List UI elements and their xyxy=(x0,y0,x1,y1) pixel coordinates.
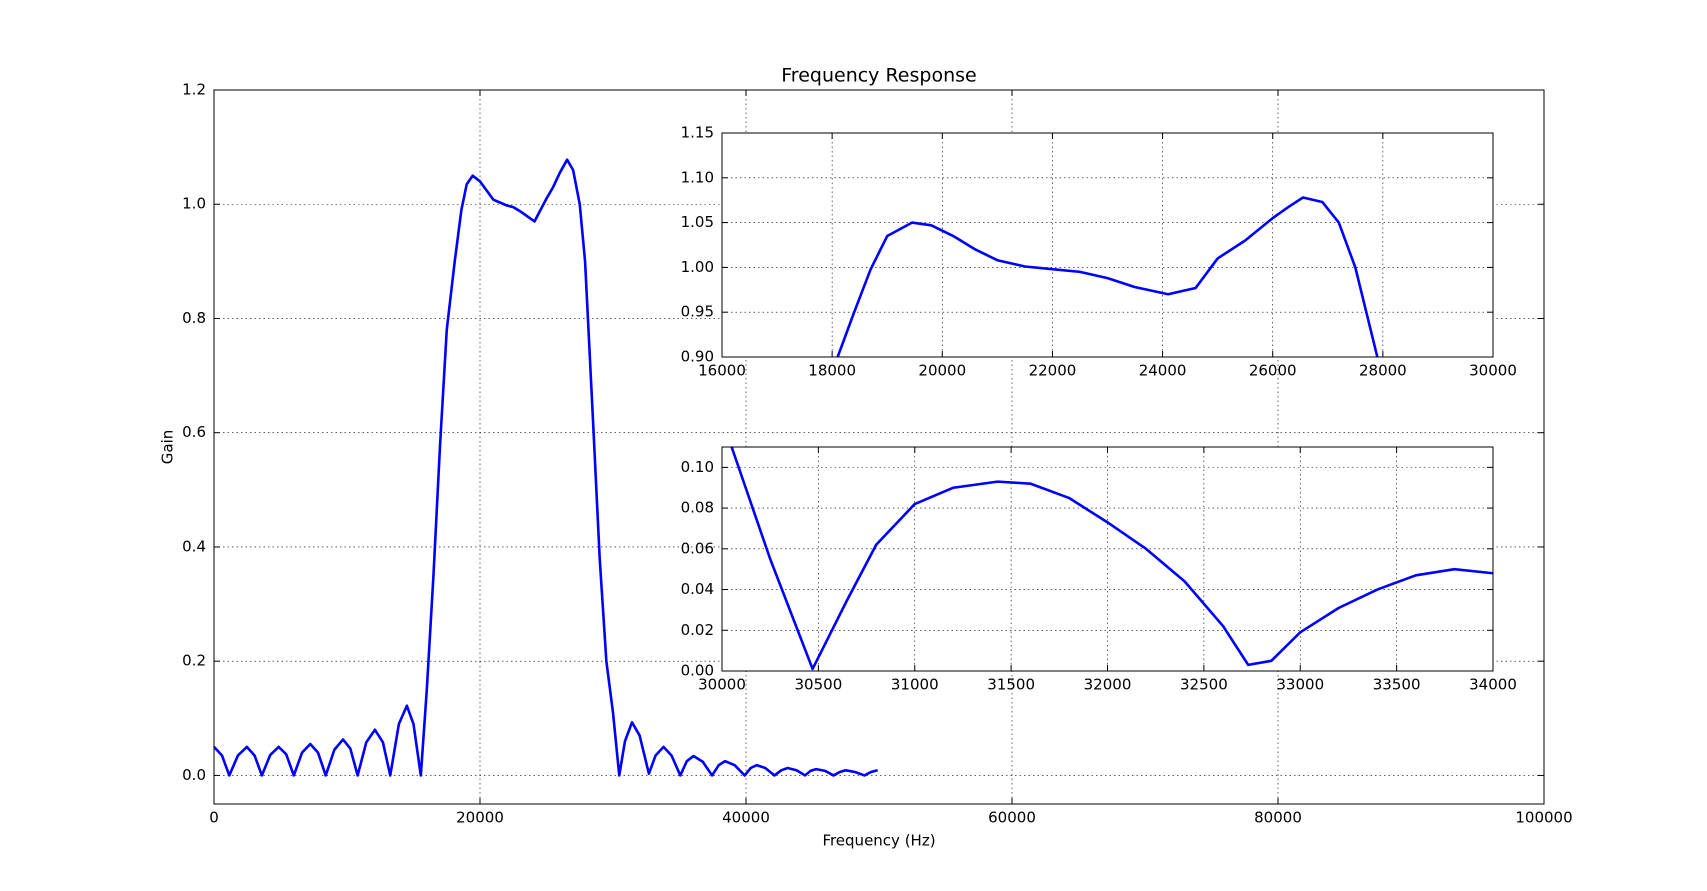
axes-frame xyxy=(721,132,1494,358)
x-tick-label: 40000 xyxy=(722,809,770,827)
y-tick-label: 1.0 xyxy=(182,195,206,213)
y-tick-label: 0.90 xyxy=(681,348,714,366)
x-tick-label: 30000 xyxy=(698,676,746,694)
chart-title: Frequency Response xyxy=(781,65,976,87)
y-tick-label: 1.15 xyxy=(681,124,714,142)
x-tick-label: 33000 xyxy=(1276,676,1324,694)
x-tick-label: 32500 xyxy=(1180,676,1228,694)
x-tick-label: 24000 xyxy=(1139,362,1187,380)
y-tick-label: 0.8 xyxy=(182,309,206,327)
y-tick-label: 0.95 xyxy=(681,303,714,321)
axes: 16000 18000 20000 22000 24000 26000 28000 30000… xyxy=(681,124,1517,380)
y-tick-label: 0.08 xyxy=(681,499,714,517)
x-tick-label: 18000 xyxy=(808,362,856,380)
x-tick-label: 0 xyxy=(209,809,219,827)
x-tick-label: 31000 xyxy=(891,676,939,694)
x-tick-label: 22000 xyxy=(1029,362,1077,380)
y-tick-label: 1.05 xyxy=(681,213,714,231)
x-tick-label: 28000 xyxy=(1359,362,1407,380)
axes: 30000 30500 31000 31500 32000 32500 33000 33500… xyxy=(681,446,1517,694)
plot-area xyxy=(722,133,1493,357)
y-tick-label: 1.10 xyxy=(681,168,714,186)
y-tick-label: 1.00 xyxy=(681,258,714,276)
x-tick-label: 31500 xyxy=(987,676,1035,694)
y-tick-label: 0.0 xyxy=(182,766,206,784)
x-tick-label: 30500 xyxy=(795,676,843,694)
y-tick-label: 0.6 xyxy=(182,423,206,441)
x-tick-label: 32000 xyxy=(1084,676,1132,694)
data-line xyxy=(836,196,1379,357)
axes-frame xyxy=(721,446,1494,672)
x-tick-label: 34000 xyxy=(1469,676,1517,694)
data-line xyxy=(730,447,1493,671)
y-tick-label: 1.2 xyxy=(182,81,206,99)
x-tick-label: 100000 xyxy=(1515,809,1572,827)
y-tick-label: 0.02 xyxy=(681,621,714,639)
x-tick-label: 20000 xyxy=(918,362,966,380)
y-tick-label: 0.04 xyxy=(681,580,714,598)
x-axis-label: Frequency (Hz) xyxy=(822,832,935,850)
y-axis-label: Gain xyxy=(159,430,177,465)
x-tick-label: 80000 xyxy=(1254,809,1302,827)
x-tick-label: 20000 xyxy=(456,809,504,827)
x-tick-label: 30000 xyxy=(1469,362,1517,380)
y-tick-label: 0.10 xyxy=(681,458,714,476)
axes-frame xyxy=(213,89,1545,805)
x-tick-label: 26000 xyxy=(1249,362,1297,380)
x-tick-label: 16000 xyxy=(698,362,746,380)
data-line xyxy=(214,158,878,777)
x-tick-label: 60000 xyxy=(988,809,1036,827)
x-tick-label: 33500 xyxy=(1373,676,1421,694)
y-tick-label: 0.06 xyxy=(681,539,714,557)
y-tick-label: 0.00 xyxy=(681,662,714,680)
y-tick-label: 0.4 xyxy=(182,537,206,555)
y-tick-label: 0.2 xyxy=(182,652,206,670)
